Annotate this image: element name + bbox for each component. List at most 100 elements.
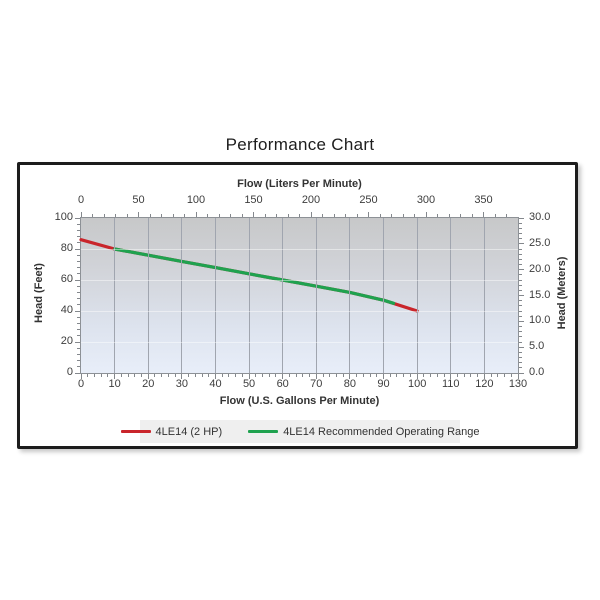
tick-label: 150 (244, 194, 263, 206)
axis-minor-tick (329, 374, 331, 377)
axis-minor-tick (208, 374, 210, 377)
right-axis-title: Head (Meters) (556, 256, 568, 330)
axis-minor-tick (389, 374, 391, 377)
axis-minor-tick (77, 366, 80, 368)
tick-label: 120 (475, 378, 494, 390)
axis-minor-tick (295, 374, 297, 377)
axis-minor-tick (309, 374, 311, 377)
axis-minor-tick (149, 214, 151, 217)
axis-minor-tick (77, 260, 80, 262)
axis-minor-tick (241, 214, 243, 217)
axis-tick (80, 212, 82, 217)
axis-minor-tick (519, 233, 522, 234)
axis-tick (75, 372, 80, 374)
axis-minor-tick (188, 374, 190, 377)
axis-tick (138, 212, 139, 217)
axis-minor-tick (194, 374, 196, 377)
axis-minor-tick (362, 374, 364, 377)
axis-minor-tick (519, 258, 522, 260)
axis-minor-tick (77, 347, 80, 349)
tick-label: 250 (359, 194, 378, 206)
axis-minor-tick (456, 374, 458, 377)
axis-minor-tick (494, 214, 496, 217)
axis-minor-tick (519, 357, 522, 358)
tick-label: 130 (508, 378, 528, 390)
axis-minor-tick (322, 214, 323, 217)
axis-minor-tick (519, 222, 522, 224)
axis-tick (195, 212, 197, 217)
axis-minor-tick (77, 335, 80, 337)
axis-minor-tick (241, 374, 243, 377)
gridline (315, 218, 317, 373)
axis-minor-tick (228, 374, 230, 377)
pump-curve-line-swatch (120, 430, 151, 433)
axis-minor-tick (77, 291, 80, 293)
axis-minor-tick (107, 374, 109, 377)
axis-minor-tick (356, 374, 358, 377)
legend-label-operating-range: 4LE14 Recommended Operating Range (283, 425, 480, 438)
axis-tick (483, 212, 484, 217)
axis-minor-tick (120, 374, 122, 377)
tick-label: 100 (407, 378, 427, 390)
axis-minor-tick (460, 214, 461, 217)
axis-minor-tick (519, 253, 522, 255)
axis-minor-tick (519, 289, 522, 291)
axis-minor-tick (77, 298, 80, 300)
page-title: Performance Chart (225, 135, 375, 154)
axis-minor-tick (519, 362, 522, 364)
axis-tick (75, 217, 80, 219)
axis-tick (519, 346, 524, 348)
axis-minor-tick (276, 214, 277, 217)
axis-minor-tick (221, 374, 223, 377)
axis-minor-tick (100, 374, 102, 377)
axis-minor-tick (207, 214, 208, 217)
tick-label: 25.0 (529, 236, 551, 249)
legend-item-pump-curve: 4LE14 (2 HP) (120, 426, 222, 438)
axis-tick (519, 372, 524, 374)
axis-tick (519, 320, 524, 322)
tick-label: 0 (77, 378, 85, 390)
axis-minor-tick (77, 316, 80, 318)
axis-minor-tick (264, 214, 266, 217)
axis-minor-tick (471, 214, 473, 217)
axis-minor-tick (141, 374, 142, 377)
axis-minor-tick (497, 374, 499, 377)
axis-minor-tick (490, 374, 492, 377)
gridline (416, 218, 418, 373)
axis-minor-tick (77, 273, 80, 275)
axis-minor-tick (448, 214, 450, 217)
axis-minor-tick (342, 374, 344, 377)
tick-label: 20 (60, 335, 73, 347)
axis-minor-tick (376, 374, 378, 377)
tick-label: 20 (142, 378, 155, 390)
bottom-axis-title: Flow (U.S. Gallons Per Minute) (219, 395, 380, 407)
axis-minor-tick (519, 367, 522, 369)
gridline-horizontal (81, 279, 518, 281)
axis-minor-tick (519, 351, 522, 353)
axis-minor-tick (201, 374, 203, 377)
legend: 4LE14 (2 HP) 4LE14 Recommended Operating… (120, 420, 479, 443)
axis-minor-tick (506, 214, 507, 217)
axis-minor-tick (77, 285, 80, 287)
axis-minor-tick (287, 214, 289, 217)
gridline (450, 218, 452, 373)
axis-tick (75, 248, 80, 250)
axis-tick (248, 374, 250, 379)
gridline (248, 218, 250, 373)
tick-label: 100 (186, 194, 206, 206)
tick-label: 5.0 (529, 340, 545, 353)
tick-label: 30 (175, 378, 188, 390)
axis-minor-tick (184, 214, 185, 217)
axis-minor-tick (391, 214, 392, 217)
axis-minor-tick (235, 374, 237, 377)
axis-minor-tick (463, 374, 465, 377)
axis-tick (450, 374, 452, 379)
axis-minor-tick (477, 374, 479, 377)
axis-minor-tick (87, 374, 89, 377)
tick-label: 15.0 (529, 288, 551, 301)
axis-minor-tick (77, 304, 80, 306)
axis-minor-tick (519, 310, 522, 312)
axis-tick (519, 295, 524, 296)
tick-label: 100 (54, 211, 73, 223)
